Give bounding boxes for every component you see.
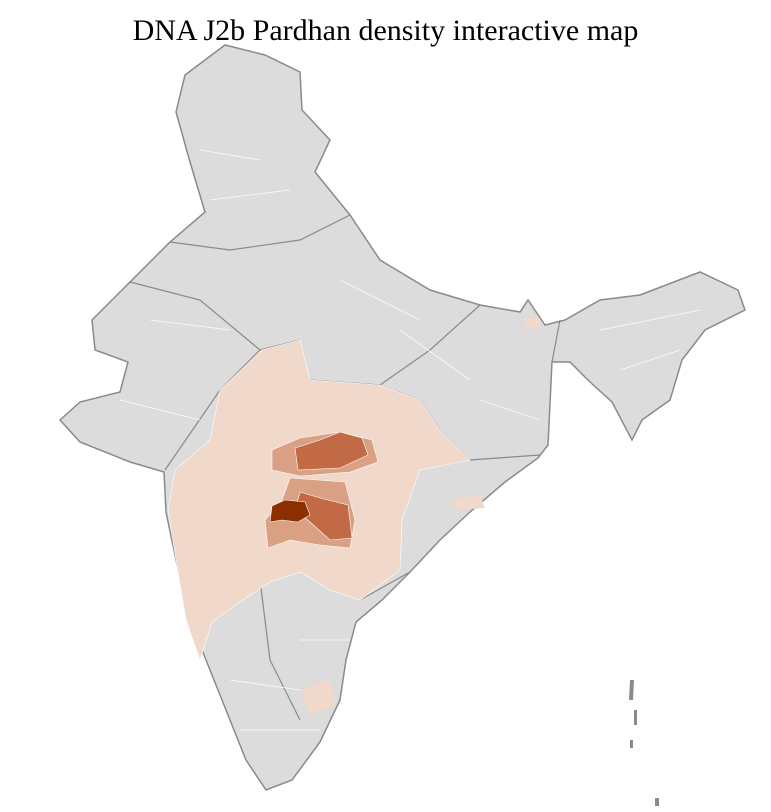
- density-regions: [167, 318, 540, 715]
- region-level-3[interactable]: [294, 431, 369, 471]
- map-title: DNA J2b Pardhan density interactive map: [132, 14, 639, 47]
- islands: [629, 680, 659, 806]
- region-level-1[interactable]: [525, 318, 540, 330]
- district-borders: [119, 149, 701, 731]
- region-level-4[interactable]: [269, 499, 311, 523]
- region-level-1[interactable]: [300, 680, 335, 715]
- region-level-1[interactable]: [450, 495, 485, 510]
